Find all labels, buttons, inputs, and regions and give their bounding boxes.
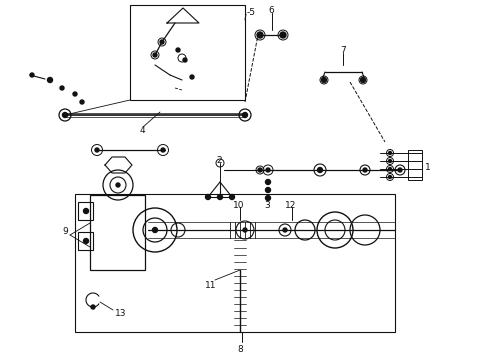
Text: 4: 4 bbox=[140, 126, 146, 135]
Text: 2: 2 bbox=[216, 156, 221, 165]
Circle shape bbox=[116, 183, 120, 187]
Circle shape bbox=[60, 86, 64, 90]
Bar bbox=[75, 194, 395, 332]
Circle shape bbox=[266, 180, 270, 185]
Circle shape bbox=[321, 77, 326, 82]
Circle shape bbox=[389, 159, 392, 162]
Circle shape bbox=[257, 32, 263, 38]
Text: 3: 3 bbox=[264, 201, 270, 210]
Circle shape bbox=[205, 194, 211, 199]
Circle shape bbox=[258, 168, 262, 172]
Circle shape bbox=[83, 239, 89, 243]
Text: 10: 10 bbox=[233, 201, 245, 210]
Circle shape bbox=[91, 305, 95, 309]
Bar bbox=[90, 195, 145, 270]
Circle shape bbox=[183, 58, 187, 62]
Bar bbox=[408, 150, 422, 180]
Text: 8: 8 bbox=[237, 346, 243, 355]
Circle shape bbox=[266, 195, 270, 201]
Circle shape bbox=[229, 194, 235, 199]
Circle shape bbox=[283, 228, 287, 232]
Circle shape bbox=[30, 73, 34, 77]
Circle shape bbox=[48, 77, 52, 82]
Bar bbox=[78, 232, 93, 250]
Circle shape bbox=[218, 194, 222, 199]
Circle shape bbox=[243, 112, 247, 117]
Circle shape bbox=[389, 176, 392, 179]
Text: 9: 9 bbox=[62, 228, 68, 237]
Circle shape bbox=[160, 40, 164, 44]
Text: 13: 13 bbox=[115, 309, 126, 318]
Circle shape bbox=[153, 53, 157, 57]
Circle shape bbox=[243, 228, 247, 232]
Circle shape bbox=[318, 167, 322, 172]
Circle shape bbox=[73, 92, 77, 96]
Text: 6: 6 bbox=[268, 5, 274, 14]
Circle shape bbox=[389, 152, 392, 154]
Circle shape bbox=[266, 188, 270, 193]
Circle shape bbox=[80, 100, 84, 104]
Text: -5: -5 bbox=[247, 8, 256, 17]
Text: 1: 1 bbox=[425, 162, 431, 171]
Circle shape bbox=[95, 148, 99, 152]
Text: 7: 7 bbox=[340, 45, 346, 54]
Text: 11: 11 bbox=[205, 280, 217, 289]
Circle shape bbox=[266, 168, 270, 172]
Circle shape bbox=[363, 168, 367, 172]
Bar bbox=[78, 202, 93, 220]
Text: 12: 12 bbox=[285, 201, 296, 210]
Circle shape bbox=[398, 168, 402, 172]
Circle shape bbox=[176, 48, 180, 52]
Circle shape bbox=[389, 167, 392, 171]
Circle shape bbox=[190, 75, 194, 79]
Bar bbox=[130, 5, 245, 100]
Circle shape bbox=[63, 112, 68, 117]
Circle shape bbox=[83, 208, 89, 213]
Circle shape bbox=[161, 148, 165, 152]
Circle shape bbox=[361, 77, 366, 82]
Circle shape bbox=[280, 32, 286, 38]
Circle shape bbox=[152, 228, 157, 233]
